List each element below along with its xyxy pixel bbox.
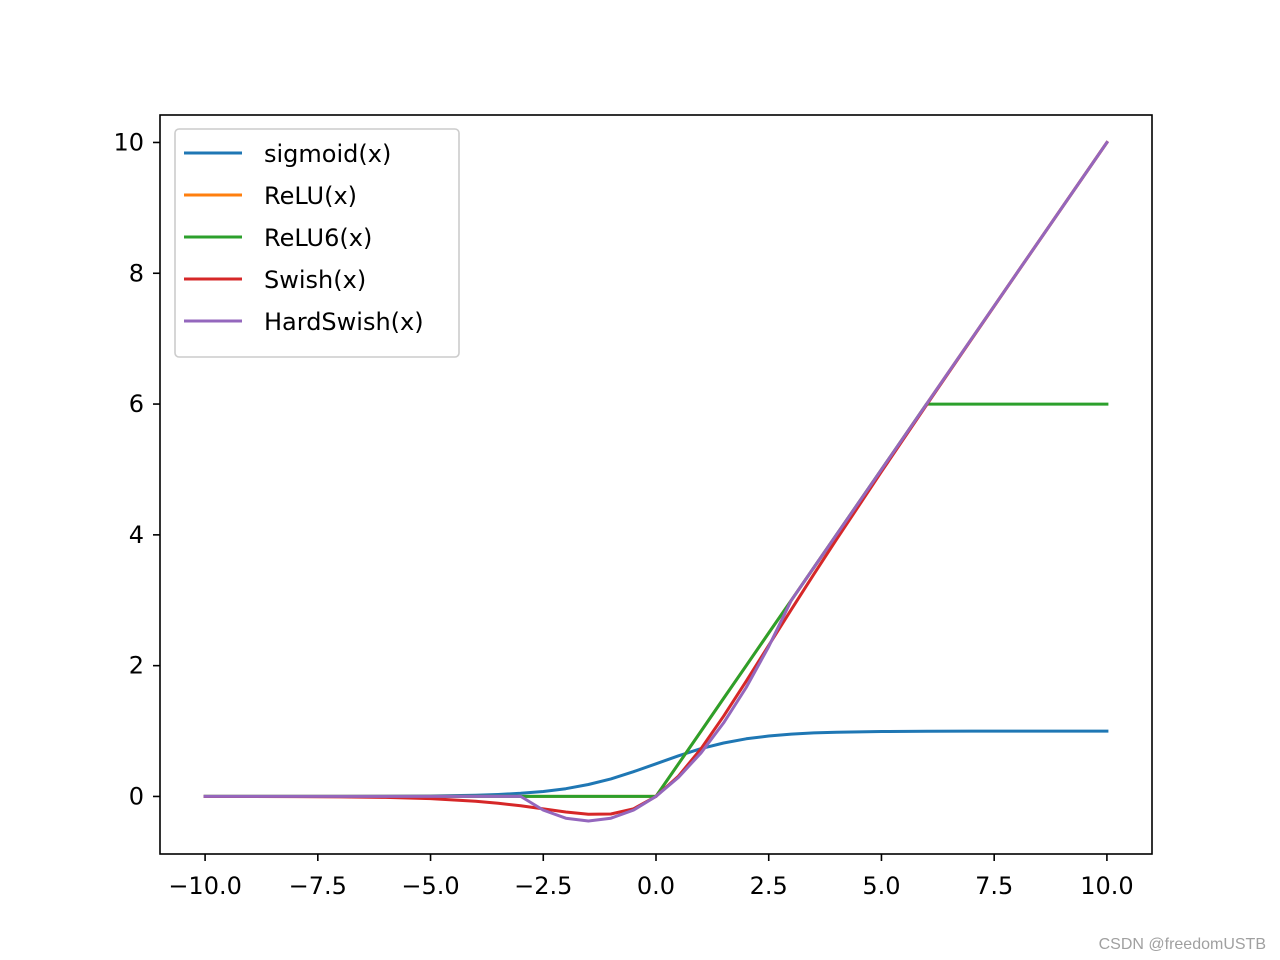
legend-label-relu6-x: ReLU6(x) [264, 224, 372, 252]
x-tick-label: 2.5 [750, 872, 788, 900]
x-tick-label: −7.5 [289, 872, 347, 900]
legend-label-relu-x: ReLU(x) [264, 182, 357, 210]
y-tick-label: 10 [113, 128, 144, 156]
y-tick-label: 2 [129, 652, 144, 680]
legend-label-swish-x: Swish(x) [264, 266, 366, 294]
x-axis: −10.0 −7.5 −5.0 −2.5 0.0 2.5 5.0 7.5 10.0 [168, 854, 1134, 900]
x-tick-label: 5.0 [862, 872, 900, 900]
x-tick-label: −5.0 [401, 872, 459, 900]
legend-box [174, 128, 460, 358]
legend: sigmoid(x) ReLU(x) ReLU6(x) Swish(x) HardSwi… [174, 128, 460, 358]
y-tick-label: 6 [129, 390, 144, 418]
x-tick-label: −10.0 [168, 872, 242, 900]
legend-label-hardswish-x: HardSwish(x) [264, 308, 424, 336]
x-tick-label: 10.0 [1080, 872, 1133, 900]
legend-label-sigmoid-x: sigmoid(x) [264, 140, 391, 168]
series-layer [203, 140, 1109, 823]
x-tick-label: −2.5 [514, 872, 572, 900]
watermark: CSDN @freedomUSTB [1098, 936, 1266, 953]
y-tick-label: 8 [129, 259, 144, 287]
series-line-hardswish-x [203, 140, 1109, 823]
y-tick-label: 4 [129, 521, 144, 549]
y-tick-label: 0 [129, 782, 144, 810]
x-tick-label: 7.5 [975, 872, 1013, 900]
y-axis: 0 2 4 6 8 10 [113, 128, 160, 810]
x-tick-label: 0.0 [637, 872, 675, 900]
